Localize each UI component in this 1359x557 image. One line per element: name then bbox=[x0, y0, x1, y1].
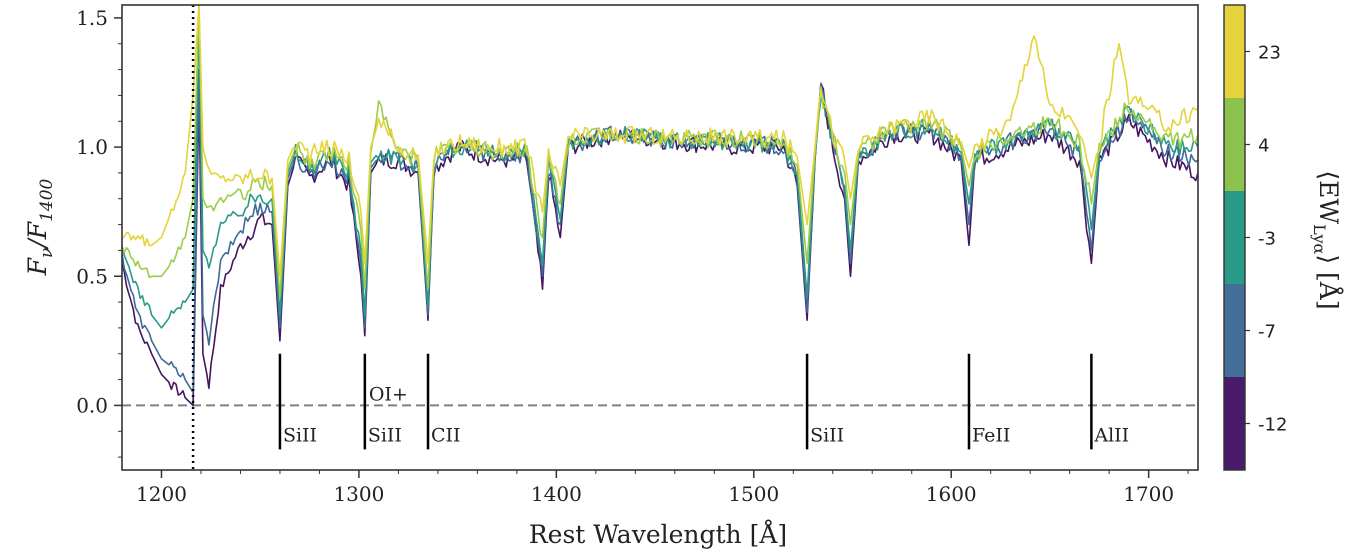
colorbar-segment-0 bbox=[1224, 377, 1245, 470]
absorption-upper-label-1: OI+ bbox=[369, 383, 408, 405]
y-tick-label: 1.5 bbox=[76, 6, 108, 30]
svg-text:⟨EWLyα⟩ [Å]: ⟨EWLyα⟩ [Å] bbox=[1310, 170, 1344, 309]
x-tick-label: 1700 bbox=[1123, 482, 1174, 506]
spectra-group bbox=[122, 5, 1198, 407]
x-tick-label: 1500 bbox=[728, 482, 779, 506]
x-tick-label: 1200 bbox=[136, 482, 187, 506]
plot-frame bbox=[121, 4, 1199, 471]
colorbar-frame bbox=[1223, 4, 1246, 471]
svg-text:Fν/F1400: Fν/F1400 bbox=[23, 178, 57, 276]
x-tick-label: 1600 bbox=[926, 482, 977, 506]
axis-ticks: 1200 1300 1400 1500 1600 1700 0.0 0.5 1.0 1.5 bbox=[76, 6, 1189, 506]
absorption-label-3: SiII bbox=[810, 425, 844, 447]
y-tick-label: 0.5 bbox=[76, 264, 108, 288]
colorbar-segment-4 bbox=[1224, 5, 1245, 98]
absorption-label-2: CII bbox=[431, 425, 461, 447]
plot-area: SiII SiII OI+ CII SiII FeII AlII 1200 1300 1400 15… bbox=[76, 4, 1199, 506]
y-tick-label: 1.0 bbox=[76, 135, 108, 159]
colorbar-segment-1 bbox=[1224, 284, 1245, 377]
absorption-label-4: FeII bbox=[972, 425, 1010, 447]
colorbar-label-0: -12 bbox=[1258, 415, 1287, 436]
colorbar-label-4: 23 bbox=[1258, 43, 1281, 64]
colorbar: -12 -7 -3 4 23 bbox=[1223, 4, 1287, 471]
spectrum-line-4 bbox=[122, 5, 1198, 278]
colorbar-label-2: -3 bbox=[1258, 229, 1276, 250]
y-axis-title: Fν/F1400 bbox=[23, 178, 57, 276]
colorbar-label-3: 4 bbox=[1258, 136, 1269, 157]
colorbar-label-1: -7 bbox=[1258, 322, 1276, 343]
colorbar-title: ⟨EWLyα⟩ [Å] bbox=[1310, 170, 1344, 309]
x-tick-label: 1400 bbox=[531, 482, 582, 506]
x-axis-title: Rest Wavelength [Å] bbox=[529, 519, 787, 549]
colorbar-segment-3 bbox=[1224, 98, 1245, 191]
spectrum-line-3 bbox=[122, 5, 1198, 298]
absorption-label-0: SiII bbox=[283, 425, 317, 447]
x-tick-label: 1300 bbox=[333, 482, 384, 506]
absorption-label-1: SiII bbox=[368, 425, 402, 447]
y-title-main: F bbox=[23, 256, 52, 276]
spectrum-line-1 bbox=[122, 68, 1198, 394]
absorption-label-5: AlII bbox=[1093, 425, 1129, 447]
colorbar-segment-2 bbox=[1224, 191, 1245, 284]
y-tick-label: 0.0 bbox=[76, 393, 108, 417]
